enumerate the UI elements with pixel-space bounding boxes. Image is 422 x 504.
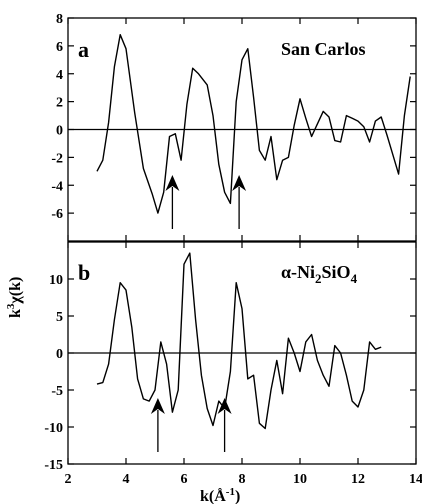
x-axis-label-main: k(Å (200, 487, 226, 504)
y-tick-label-a: 6 (56, 40, 63, 55)
panel-a-sample-name: San Carlos (281, 39, 366, 59)
series-line-a (96, 34, 411, 214)
x-tick-label: 10 (293, 472, 307, 487)
arrow-layer (150, 175, 247, 452)
x-axis-label: k(Å-1) (200, 486, 240, 504)
y-tick-label-a: -6 (51, 207, 63, 222)
y-tick-label-b: 10 (49, 273, 63, 288)
series-line-b (96, 252, 382, 430)
sample-b-main: α-Ni (281, 262, 315, 282)
arrow-head-a (165, 175, 180, 191)
sample-b-sub2: 4 (351, 271, 358, 286)
panel-b-sample-name: α-Ni2SiO4 (281, 262, 358, 286)
y-axis-label-k: k (7, 309, 24, 318)
y-tick-label-a: 2 (56, 96, 63, 111)
y-axis-label-sup: 3 (5, 303, 17, 309)
x-tick-label: 2 (65, 472, 72, 487)
arrow-head-a (232, 175, 247, 191)
sample-b-sub1: 2 (315, 271, 322, 286)
x-tick-label: 14 (409, 472, 422, 487)
panel-a-label: a (78, 37, 89, 62)
y-tick-label-a: 4 (56, 68, 63, 83)
y-tick-label-a: -4 (51, 179, 63, 194)
x-axis-label-sup: -1 (226, 486, 235, 498)
panel-b-label: b (78, 260, 90, 285)
x-tick-label: 8 (239, 472, 246, 487)
y-tick-label-a: -2 (51, 151, 63, 166)
y-tick-label-b: -10 (44, 421, 63, 436)
arrow-head-b (217, 398, 232, 414)
x-tick-label: 12 (351, 472, 365, 487)
y-tick-label-b: 5 (56, 310, 63, 325)
zero-lines (68, 128, 416, 354)
x-tick-label: 6 (181, 472, 188, 487)
y-tick-label-a: 8 (56, 12, 63, 27)
x-axis-label-end: ) (235, 488, 240, 504)
series-layer (96, 34, 411, 430)
y-tick-label-b: -15 (44, 458, 63, 473)
y-axis-label-rest: χ(k) (7, 277, 24, 305)
y-axis-label: k3χ(k) (5, 277, 24, 318)
y-tick-label-b: -5 (51, 384, 63, 399)
x-tick-label: 4 (123, 472, 130, 487)
y-tick-label-a: 0 (56, 124, 63, 139)
y-tick-label-b: 0 (56, 347, 63, 362)
sample-b-mid: SiO (322, 262, 351, 282)
arrow-head-b (150, 398, 165, 414)
